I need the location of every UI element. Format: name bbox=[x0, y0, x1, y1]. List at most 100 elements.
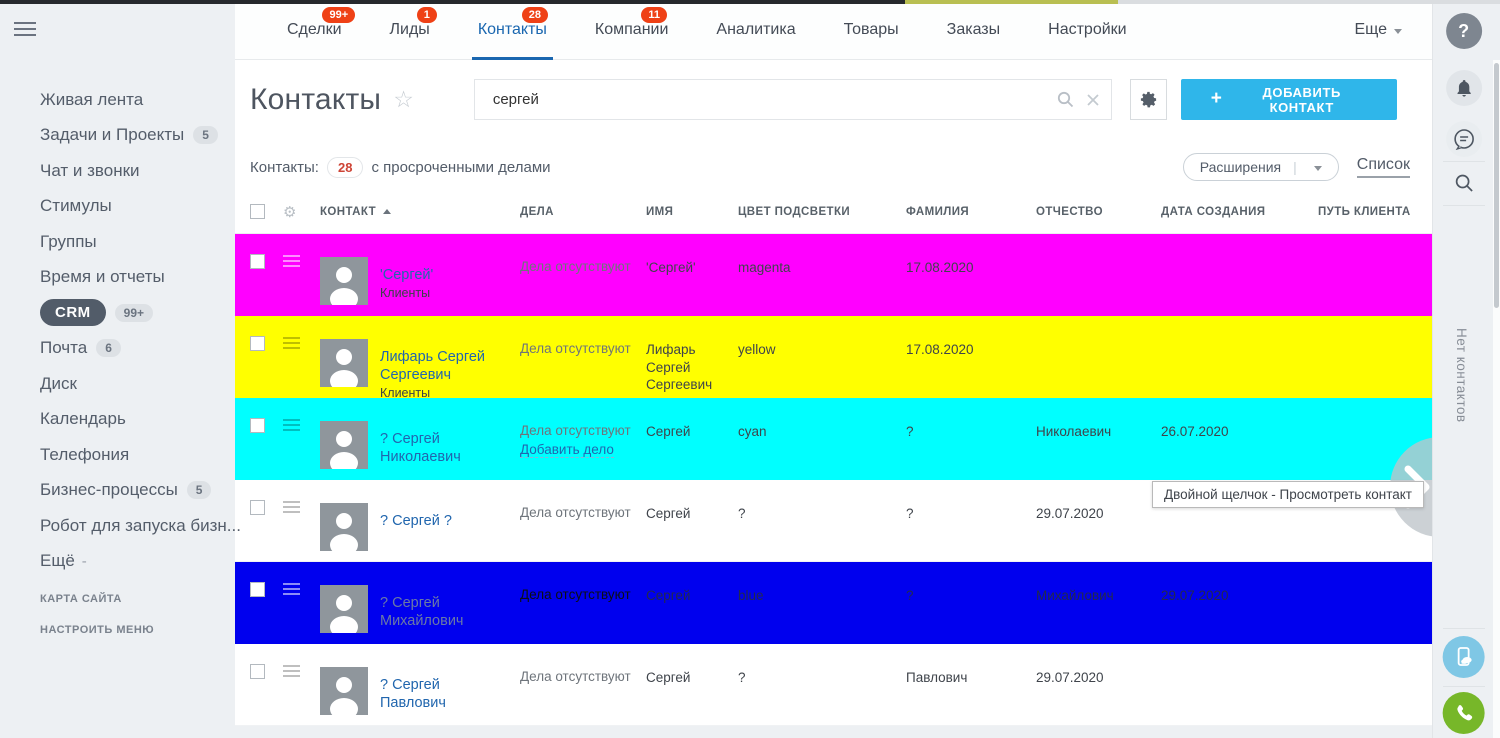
tab-label: Аналитика bbox=[716, 21, 796, 38]
divider bbox=[1443, 628, 1485, 629]
sidebar-item-Живая лента[interactable]: Живая лента bbox=[40, 82, 241, 118]
chat-button[interactable] bbox=[1445, 121, 1482, 157]
created-date-cell: 29.07.2020 bbox=[1161, 588, 1229, 603]
mobile-app-button[interactable] bbox=[1442, 636, 1485, 678]
page-scrollbar[interactable] bbox=[1493, 60, 1500, 738]
extensions-button[interactable]: Расширения | bbox=[1182, 153, 1339, 181]
sidebar-item-Робот для запуска бизн...[interactable]: Робот для запуска бизн... bbox=[40, 508, 241, 544]
search-icon[interactable] bbox=[1057, 91, 1074, 108]
row-tooltip: Двойной щелчок - Просмотреть контакт bbox=[1152, 481, 1424, 508]
highlight-color-cell: magenta bbox=[738, 260, 791, 275]
contact-name-link[interactable]: ? Сергей ? bbox=[380, 513, 452, 529]
nav-tab-Аналитика[interactable]: Аналитика bbox=[692, 0, 819, 60]
contact-name-link[interactable]: Лифарь Сергей Сергеевич bbox=[380, 349, 485, 384]
nav-more-button[interactable]: Еще bbox=[1354, 21, 1402, 39]
rail-search-button[interactable] bbox=[1446, 165, 1482, 201]
table-row[interactable]: Лифарь Сергей Сергеевич Клиенты Дела отс… bbox=[235, 316, 1432, 400]
sidebar-item-Почта[interactable]: Почта 6 bbox=[40, 331, 241, 367]
sidebar-item-label: Календарь bbox=[40, 409, 126, 429]
search-box bbox=[473, 79, 1112, 120]
sidebar-item-Телефония[interactable]: Телефония bbox=[40, 437, 241, 473]
table-row[interactable]: ? Сергей ? Дела отсутствуют Сергей ? ? 2… bbox=[235, 480, 1432, 562]
sidebar-item-configure-menu[interactable]: НАСТРОИТЬ МЕНЮ bbox=[40, 624, 155, 636]
row-checkbox[interactable] bbox=[250, 500, 265, 515]
row-checkbox[interactable] bbox=[250, 336, 265, 351]
row-checkbox[interactable] bbox=[250, 582, 265, 597]
row-drag-handle-icon[interactable] bbox=[283, 583, 300, 596]
menu-burger-icon[interactable] bbox=[14, 22, 36, 38]
sidebar-item-CRM[interactable]: CRM 99+ bbox=[40, 295, 241, 331]
contact-name-link[interactable]: ? Сергей Михайлович bbox=[380, 595, 464, 630]
col-middle-name[interactable]: ОТЧЕСТВО bbox=[1036, 205, 1103, 218]
nav-tab-Компании[interactable]: 11 Компании bbox=[571, 0, 693, 60]
row-checkbox[interactable] bbox=[250, 664, 265, 679]
sidebar-item-Стимулы[interactable]: Стимулы bbox=[40, 189, 241, 225]
last-name-cell: ? bbox=[738, 506, 746, 521]
add-contact-button[interactable]: + ДОБАВИТЬ КОНТАКТ bbox=[1180, 79, 1397, 120]
nav-tab-Контакты[interactable]: 28 Контакты bbox=[454, 0, 571, 60]
row-drag-handle-icon[interactable] bbox=[283, 501, 300, 514]
help-button[interactable]: ? bbox=[1445, 13, 1482, 49]
row-checkbox[interactable] bbox=[250, 418, 265, 433]
call-button[interactable] bbox=[1442, 692, 1485, 734]
crm-top-nav: 99+ Сделки 1 Лиды 28 Контакты 11 Компании Аналит… bbox=[235, 0, 1432, 60]
contact-name-link[interactable]: ? Сергей Николаевич bbox=[380, 431, 461, 466]
contact-name-link[interactable]: 'Сергей' bbox=[380, 267, 434, 283]
overdue-counter-badge[interactable]: 28 bbox=[326, 156, 364, 178]
contact-cell: Лифарь Сергей Сергеевич Клиенты bbox=[320, 339, 520, 400]
add-contact-label: ДОБАВИТЬ КОНТАКТ bbox=[1262, 84, 1341, 115]
contact-name-link[interactable]: ? Сергей Павлович bbox=[380, 677, 446, 712]
sidebar-item-Ещё[interactable]: Ещё - bbox=[40, 544, 241, 580]
table-row[interactable]: ? Сергей Михайлович Дела отсутствуют Сер… bbox=[235, 562, 1432, 644]
sidebar-item-sitemap[interactable]: КАРТА САЙТА bbox=[40, 593, 122, 605]
sidebar-item-Чат и звонки[interactable]: Чат и звонки bbox=[40, 153, 241, 189]
row-drag-handle-icon[interactable] bbox=[283, 337, 300, 350]
row-drag-handle-icon[interactable] bbox=[283, 419, 300, 432]
sidebar-item-label: Бизнес-процессы bbox=[40, 480, 178, 500]
sidebar-item-Бизнес-процессы[interactable]: Бизнес-процессы 5 bbox=[40, 473, 241, 509]
row-checkbox[interactable] bbox=[250, 254, 265, 269]
sidebar-badge: 6 bbox=[96, 339, 121, 358]
col-highlight-color[interactable]: ЦВЕТ ПОДСВЕТКИ bbox=[738, 205, 851, 218]
col-created-date[interactable]: ДАТА СОЗДАНИЯ bbox=[1161, 205, 1266, 218]
col-client-path[interactable]: ПУТЬ КЛИЕНТА bbox=[1318, 205, 1411, 218]
nav-tab-Лиды[interactable]: 1 Лиды bbox=[366, 0, 454, 60]
select-all-checkbox[interactable] bbox=[250, 204, 265, 219]
sidebar-item-Задачи и Проекты[interactable]: Задачи и Проекты 5 bbox=[40, 118, 241, 154]
sidebar-item-label: Время и отчеты bbox=[40, 267, 165, 287]
notifications-button[interactable] bbox=[1445, 70, 1482, 106]
sidebar-item-Группы[interactable]: Группы bbox=[40, 224, 241, 260]
sidebar-item-Календарь[interactable]: Календарь bbox=[40, 402, 241, 438]
column-settings-gear-icon[interactable]: ⚙ bbox=[283, 203, 297, 221]
avatar bbox=[320, 585, 368, 633]
col-last-name[interactable]: ФАМИЛИЯ bbox=[906, 205, 970, 218]
col-deals[interactable]: ДЕЛА bbox=[520, 205, 554, 218]
clear-search-icon[interactable] bbox=[1086, 93, 1100, 107]
grid-settings-button[interactable] bbox=[1129, 79, 1167, 120]
sidebar-item-Время и отчеты[interactable]: Время и отчеты bbox=[40, 260, 241, 296]
nav-tab-Сделки[interactable]: 99+ Сделки bbox=[263, 0, 366, 60]
tab-label: Компании bbox=[594, 21, 669, 38]
table-row[interactable]: 'Сергей' Клиенты Дела отсутствуют 'Серге… bbox=[235, 234, 1432, 316]
nav-tab-Товары[interactable]: Товары bbox=[820, 0, 923, 60]
nav-tab-Настройки[interactable]: Настройки bbox=[1024, 0, 1150, 60]
sidebar-item-Диск[interactable]: Диск bbox=[40, 366, 241, 402]
avatar bbox=[320, 421, 368, 469]
favorite-star-icon[interactable]: ☆ bbox=[393, 86, 414, 112]
last-name-cell: ? bbox=[906, 588, 914, 603]
contact-cell: ? Сергей Павлович bbox=[320, 667, 520, 715]
row-drag-handle-icon[interactable] bbox=[283, 255, 300, 268]
nav-tab-Заказы[interactable]: Заказы bbox=[923, 0, 1024, 60]
add-deal-link[interactable]: Добавить дело bbox=[520, 442, 614, 458]
view-mode-list-link[interactable]: Список bbox=[1356, 156, 1410, 178]
first-name-cell: Лифарь Сергей Сергеевич bbox=[646, 342, 713, 393]
table-row[interactable]: ? Сергей Павлович Дела отсутствуют Серге… bbox=[235, 644, 1432, 726]
search-input[interactable] bbox=[473, 79, 1112, 120]
table-row[interactable]: ? Сергей Николаевич Дела отсутствуют Доб… bbox=[235, 398, 1432, 480]
right-rail: ? Нет контактов bbox=[1432, 0, 1500, 738]
col-first-name[interactable]: ИМЯ bbox=[646, 205, 674, 218]
scrollbar-thumb[interactable] bbox=[1494, 63, 1499, 308]
col-contact[interactable]: КОНТАКТ bbox=[320, 206, 520, 218]
row-drag-handle-icon[interactable] bbox=[283, 665, 300, 678]
